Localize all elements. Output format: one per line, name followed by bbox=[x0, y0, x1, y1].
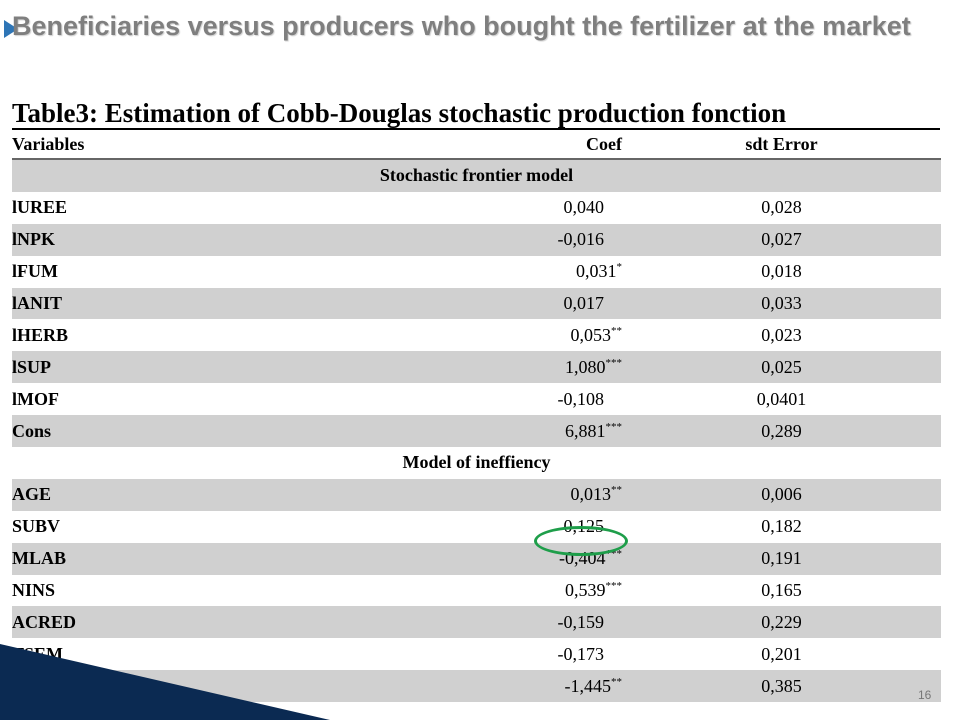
variable-name: lSUP bbox=[12, 351, 432, 384]
std-error-value: 0,025 bbox=[622, 351, 941, 384]
highlight-circle bbox=[534, 526, 628, 556]
variable-name: lNPK bbox=[12, 223, 432, 256]
coefficient-value: 0,539 bbox=[565, 580, 606, 601]
coefficient-cell: 0,539*** bbox=[432, 575, 622, 607]
significance-stars: *** bbox=[605, 548, 623, 561]
coefficient-value: -0,173 bbox=[557, 643, 605, 664]
coefficient-value: 0,053 bbox=[570, 324, 612, 345]
coefficient-cell: 0,017 bbox=[432, 287, 622, 320]
results-table: Variables Coef sdt Error Stochastic fron… bbox=[12, 131, 941, 703]
std-error-value: 0,289 bbox=[622, 415, 941, 448]
variable-name: Cons bbox=[12, 415, 432, 448]
table-row: ACRED -0,159 0,229 bbox=[12, 606, 941, 639]
table-row: MLAB -0,404*** 0,191 bbox=[12, 542, 941, 575]
table-row: lMOF -0,108 0,0401 bbox=[12, 383, 941, 415]
significance-stars: *** bbox=[605, 580, 623, 593]
table-row: Cons 6,881*** 0,289 bbox=[12, 415, 941, 448]
variable-name: lANIT bbox=[12, 287, 432, 320]
variable-name: lHERB bbox=[12, 324, 69, 345]
slide-title: Beneficiaries versus producers who bough… bbox=[12, 11, 911, 41]
std-error-value: 0,006 bbox=[622, 478, 941, 511]
header-variables: Variables bbox=[12, 131, 432, 160]
significance-stars: * bbox=[616, 261, 623, 274]
variable-name: AGE bbox=[12, 478, 432, 511]
header-coef: Coef bbox=[432, 131, 622, 160]
std-error-value: 0,023 bbox=[761, 324, 802, 345]
decorative-ribbon-dark bbox=[0, 620, 330, 720]
table-caption: Table3: Estimation of Cobb-Douglas stoch… bbox=[12, 98, 787, 128]
table-header-row: Variables Coef sdt Error bbox=[12, 131, 941, 160]
coefficient-cell: 0,040 bbox=[432, 192, 622, 224]
std-error-value: 0,191 bbox=[622, 542, 941, 575]
significance-stars: ** bbox=[611, 675, 622, 688]
table-row: SUBV 0,125 0,182 bbox=[12, 511, 941, 543]
table-row: lSUP 1,080*** 0,025 bbox=[12, 351, 941, 384]
section-title: Model of ineffiency bbox=[402, 452, 551, 473]
std-error-value: 0,182 bbox=[761, 516, 802, 537]
table-row: lUREE 0,040 0,028 bbox=[12, 192, 941, 224]
significance-stars: *** bbox=[605, 420, 623, 433]
std-error-value: 0,201 bbox=[761, 643, 802, 664]
std-error-value: 0,028 bbox=[761, 197, 802, 218]
significance-stars: ** bbox=[611, 484, 622, 497]
std-error-value: 0,229 bbox=[622, 606, 941, 639]
coefficient-cell: -0,108 bbox=[432, 383, 622, 415]
table-row: NINS 0,539*** 0,165 bbox=[12, 575, 941, 607]
variable-name: lUREE bbox=[12, 197, 68, 218]
coefficient-value: -0,016 bbox=[557, 229, 605, 250]
std-error-value: 0,018 bbox=[761, 261, 802, 282]
significance-stars: *** bbox=[605, 356, 623, 369]
std-error-value: 0,0401 bbox=[756, 388, 807, 409]
coefficient-value: 0,017 bbox=[563, 293, 605, 313]
coefficient-value: 1,080 bbox=[565, 356, 606, 377]
std-error-value: 0,033 bbox=[622, 287, 941, 320]
coefficient-cell: 6,881*** bbox=[432, 415, 623, 448]
std-error-value: 0,027 bbox=[622, 223, 941, 256]
coefficient-cell: 0,053** bbox=[432, 319, 623, 351]
std-error-value: 0,165 bbox=[761, 580, 802, 601]
significance-stars: ** bbox=[611, 324, 622, 337]
variable-name: MLAB bbox=[12, 542, 432, 575]
table-row: AGE 0,013** 0,006 bbox=[12, 478, 941, 511]
table-row: lNPK -0,016 0,027 bbox=[12, 223, 941, 256]
variable-name: ACRED bbox=[12, 606, 432, 639]
variable-name: SUBV bbox=[12, 516, 61, 537]
coefficient-value: 0,031 bbox=[576, 261, 617, 282]
coefficient-value: -0,108 bbox=[557, 388, 605, 409]
coefficient-cell: -1,445** bbox=[432, 670, 622, 703]
section-row: Stochastic frontier model bbox=[12, 159, 941, 192]
variable-name: lFUM bbox=[12, 261, 58, 282]
header-error: sdt Error bbox=[622, 131, 941, 160]
coefficient-value: 0,013 bbox=[570, 484, 612, 505]
title-bullet-icon bbox=[4, 20, 18, 38]
slide-number: 16 bbox=[918, 688, 932, 702]
variable-name: NINS bbox=[12, 580, 56, 601]
table-row: lANIT 0,017 0,033 bbox=[12, 287, 941, 320]
coefficient-cell: 0,013** bbox=[432, 478, 622, 511]
std-error-value: 0,385 bbox=[622, 670, 941, 703]
variable-name: lMOF bbox=[12, 388, 59, 409]
coefficient-value: 6,881 bbox=[565, 420, 606, 441]
caption-underline bbox=[12, 128, 940, 130]
coefficient-value: 0,040 bbox=[563, 197, 605, 218]
coefficient-cell: 1,080*** bbox=[432, 351, 623, 384]
coefficient-value: -0,159 bbox=[557, 611, 605, 632]
coefficient-cell: -0,173 bbox=[432, 638, 622, 670]
coefficient-value: -1,445 bbox=[564, 675, 612, 696]
section-row: Model of ineffiency bbox=[12, 447, 941, 479]
coefficient-cell: -0,016 bbox=[432, 223, 622, 256]
coefficient-cell: 0,031* bbox=[432, 256, 622, 288]
coefficient-cell: -0,159 bbox=[432, 606, 622, 639]
table-row: lFUM 0,031* 0,018 bbox=[12, 256, 941, 288]
table-row: lHERB 0,053** 0,023 bbox=[12, 319, 941, 351]
section-title: Stochastic frontier model bbox=[12, 159, 941, 192]
